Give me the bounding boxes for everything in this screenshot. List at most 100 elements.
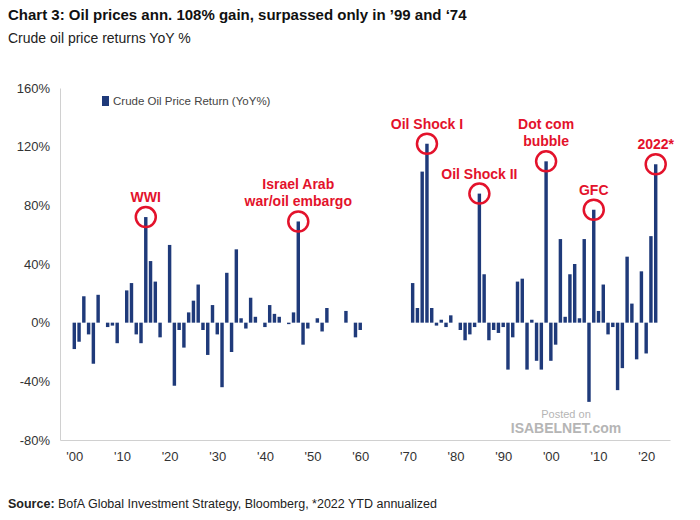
subtitle: Crude oil price returns YoY %	[8, 30, 191, 46]
x-tick-label: '00	[543, 449, 560, 464]
bar	[182, 323, 185, 348]
bar	[606, 323, 609, 335]
bar	[211, 305, 214, 323]
watermark-text: ISABELNET.com	[511, 420, 621, 436]
highlight-circle	[288, 211, 308, 231]
bar	[125, 290, 128, 322]
bar	[263, 323, 266, 327]
bar	[420, 172, 423, 323]
bar	[602, 285, 605, 323]
bar	[597, 311, 600, 323]
y-tick: 160%	[17, 81, 60, 96]
annotation-text: bubble	[523, 133, 569, 149]
bar	[654, 164, 657, 322]
bar	[216, 323, 219, 335]
bars	[73, 144, 658, 402]
bar	[468, 323, 471, 335]
bar	[578, 318, 581, 322]
bar	[497, 323, 500, 333]
legend: Crude Oil Price Return (YoY%)	[102, 95, 271, 107]
x-tick-label: '90	[495, 449, 512, 464]
x-tick-label: '10	[591, 449, 608, 464]
annotation-text: 2022*	[637, 136, 674, 152]
x-tick-label: '00	[66, 449, 83, 464]
x-tick: '00	[543, 440, 560, 464]
bar	[120, 322, 123, 323]
bar	[201, 323, 204, 330]
bar	[349, 322, 352, 323]
bar	[254, 317, 257, 323]
annotation-text: Oil Shock I	[391, 116, 463, 132]
bar	[139, 323, 142, 344]
x-tick-label: '20	[638, 449, 655, 464]
bar	[225, 273, 228, 323]
highlight-circle	[417, 134, 437, 154]
highlight-circle	[136, 207, 156, 227]
bar	[82, 296, 85, 322]
y-tick: 40%	[24, 257, 60, 272]
chart-container: Chart 3: Oil prices ann. 108% gain, surp…	[0, 0, 700, 520]
bar	[511, 323, 514, 338]
bar	[168, 245, 171, 323]
bar	[135, 323, 138, 335]
x-tick: '90	[495, 440, 512, 464]
x-tick: '50	[305, 440, 322, 464]
bar	[154, 282, 157, 323]
bar	[625, 257, 628, 323]
y-axis: -80%-40%0%40%80%120%160%	[17, 81, 61, 448]
bar	[292, 312, 295, 322]
bar	[554, 323, 557, 345]
bar	[244, 323, 247, 329]
bar	[530, 320, 533, 323]
bar	[306, 323, 309, 329]
bar	[158, 323, 161, 338]
x-tick: '10	[591, 440, 608, 464]
bar	[282, 322, 285, 323]
y-tick: -80%	[20, 433, 60, 448]
bar	[449, 315, 452, 322]
bar	[611, 323, 614, 327]
bar	[73, 323, 76, 349]
bar	[149, 261, 152, 323]
x-tick: '00	[66, 440, 83, 464]
bar	[583, 239, 586, 323]
annotations: WWIIsrael Arabwar/oil embargoOil Shock I…	[131, 116, 675, 232]
bar	[325, 308, 328, 323]
bar	[344, 311, 347, 323]
bar	[311, 322, 314, 323]
bar	[563, 317, 566, 323]
bar	[130, 283, 133, 323]
y-tick: 0%	[31, 315, 60, 330]
bar	[235, 249, 238, 322]
bar	[287, 323, 290, 324]
bar	[516, 282, 519, 323]
x-axis-line	[61, 440, 671, 441]
bar	[416, 308, 419, 323]
bar	[535, 323, 538, 361]
bar	[354, 323, 357, 338]
x-tick: '80	[448, 440, 465, 464]
bar	[359, 323, 362, 330]
bar	[454, 322, 457, 323]
bar	[163, 322, 166, 323]
x-tick: '20	[162, 440, 179, 464]
bar	[501, 323, 504, 327]
legend-label: Crude Oil Price Return (YoY%)	[113, 95, 271, 107]
bar	[273, 314, 276, 323]
bar	[196, 285, 199, 323]
bar	[77, 323, 80, 342]
bar	[435, 323, 438, 326]
bar	[459, 323, 462, 330]
y-tick: 80%	[24, 198, 60, 213]
bar	[192, 301, 195, 323]
x-tick-label: '30	[209, 449, 226, 464]
y-tick: 120%	[17, 139, 60, 154]
bar	[473, 323, 476, 327]
highlight-circle	[536, 151, 556, 171]
bar	[96, 295, 99, 323]
bar	[144, 217, 147, 323]
annotation-text: WWI	[131, 189, 161, 205]
bar	[644, 323, 647, 354]
bar	[87, 323, 90, 335]
x-tick: '40	[257, 440, 274, 464]
